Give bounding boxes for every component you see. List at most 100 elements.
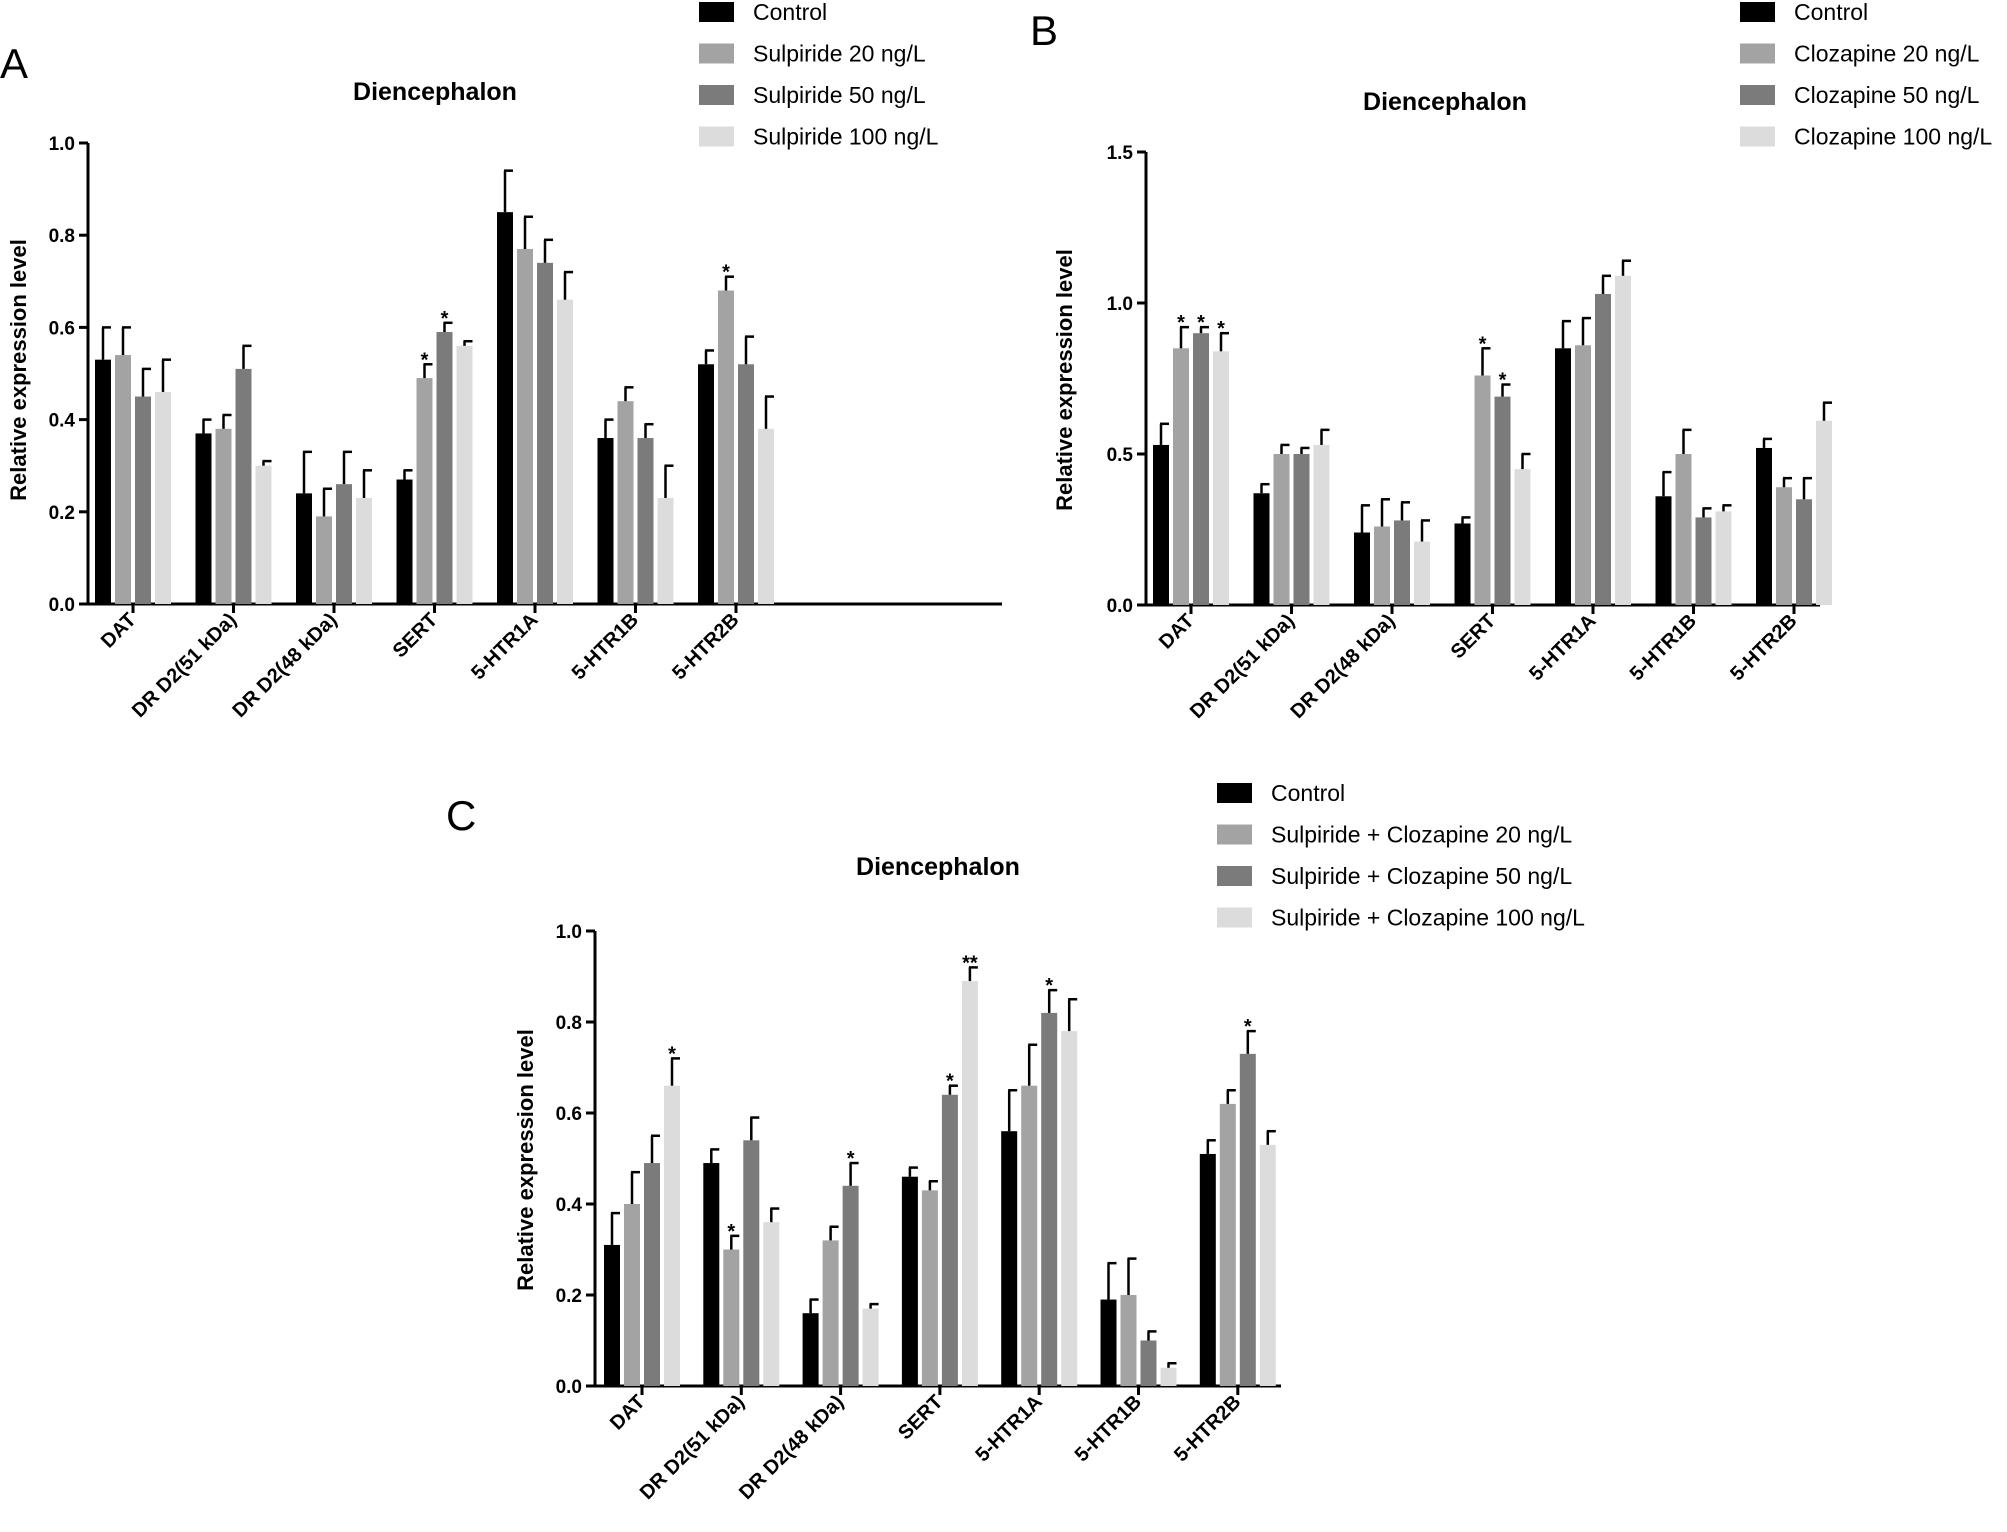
bar xyxy=(1199,1153,1216,1386)
legend-swatch xyxy=(1740,85,1775,105)
bar xyxy=(1313,444,1330,605)
bar xyxy=(718,290,734,604)
bar xyxy=(336,484,352,604)
bar xyxy=(1756,447,1772,605)
x-tick-label: 5-HTR2B xyxy=(1726,610,1801,685)
bar xyxy=(961,981,978,1386)
bar xyxy=(738,364,754,604)
bar xyxy=(1041,1012,1058,1386)
chart-title: Diencephalon xyxy=(856,853,1020,881)
bar xyxy=(822,1240,839,1386)
bar xyxy=(255,465,272,604)
bar xyxy=(1239,1053,1256,1386)
bar xyxy=(1253,493,1270,605)
bar xyxy=(316,516,332,604)
x-tick-label: 5-HTR1B xyxy=(1626,610,1701,685)
bar xyxy=(644,1163,660,1386)
bar xyxy=(604,1244,620,1386)
legend-label: Clozapine 50 ng/L xyxy=(1794,82,1980,108)
bar xyxy=(698,364,714,604)
bar xyxy=(1474,375,1491,605)
legend-label: Sulpiride 20 ng/L xyxy=(753,41,926,67)
x-tick-label: DR D2(48 kDa) xyxy=(229,609,342,722)
x-tick-label: SERT xyxy=(894,1391,947,1444)
panel-letter: B xyxy=(1030,7,1058,54)
bar xyxy=(1061,1031,1078,1386)
bar xyxy=(1100,1299,1117,1386)
bar xyxy=(743,1140,760,1386)
significance-label: * xyxy=(727,1221,735,1243)
legend: Control Clozapine 20 ng/L Clozapine 50 ng/… xyxy=(1740,0,1992,150)
x-tick-label: SERT xyxy=(1447,610,1500,663)
bar xyxy=(1715,511,1732,605)
x-tick-label: DR D2(51 kDa) xyxy=(636,1391,749,1504)
bar xyxy=(215,428,232,604)
legend-label: Control xyxy=(753,0,827,25)
x-tick-label: DR D2(51 kDa) xyxy=(128,609,241,722)
bar xyxy=(1153,444,1169,605)
bar xyxy=(95,359,111,604)
bar xyxy=(517,249,533,604)
x-tick-label: 5-HTR1A xyxy=(971,1391,1046,1466)
legend-label: Clozapine 100 ng/L xyxy=(1794,124,1992,150)
significance-label: * xyxy=(847,1148,855,1170)
bar xyxy=(456,345,473,604)
bar xyxy=(664,1085,680,1386)
bar xyxy=(703,1163,720,1386)
bar xyxy=(1394,520,1410,605)
x-tick-label: 5-HTR1A xyxy=(1525,610,1600,685)
y-tick-label: 0.8 xyxy=(49,226,75,247)
legend-swatch xyxy=(1740,2,1775,22)
bar xyxy=(1140,1340,1157,1386)
y-tick-label: 0.4 xyxy=(49,411,76,432)
significance-label: * xyxy=(441,308,449,330)
y-tick-label: 0.0 xyxy=(49,595,75,616)
y-axis-label: Relative expression level xyxy=(6,239,31,501)
y-tick-label: 1.0 xyxy=(49,134,75,155)
bar xyxy=(155,391,171,604)
panel-letter: C xyxy=(446,792,476,839)
bar xyxy=(1454,523,1471,605)
bar xyxy=(396,479,413,604)
bar xyxy=(1374,526,1390,605)
x-tick-label: DR D2(51 kDa) xyxy=(1186,610,1299,723)
y-axis-label: Relative expression level xyxy=(513,1029,538,1291)
bar xyxy=(1595,293,1611,605)
y-tick-label: 1.5 xyxy=(1107,143,1134,164)
x-tick-label: DR D2(48 kDa) xyxy=(735,1391,848,1504)
significance-label: * xyxy=(1197,312,1205,334)
bar xyxy=(1021,1085,1038,1386)
legend-swatch xyxy=(699,126,734,147)
bar xyxy=(1293,454,1310,605)
legend-label: Control xyxy=(1271,780,1345,806)
y-tick-label: 0.5 xyxy=(1107,445,1134,466)
x-tick-label: 5-HTR1A xyxy=(467,609,542,684)
legend-label: Sulpiride 100 ng/L xyxy=(753,124,939,150)
significance-label: * xyxy=(1244,1016,1252,1038)
bar xyxy=(657,497,674,604)
legend-swatch xyxy=(699,85,734,105)
chart-panel-c: C Diencephalon Relative expression level 0.… xyxy=(446,780,1585,1504)
chart-title: Diencephalon xyxy=(353,78,517,106)
bar xyxy=(1273,454,1290,605)
bar xyxy=(723,1249,740,1386)
legend-label: Control xyxy=(1794,0,1868,25)
significance-label: * xyxy=(1177,312,1185,334)
significance-label: ** xyxy=(962,952,978,974)
bar xyxy=(356,497,372,604)
y-tick-label: 0.0 xyxy=(1107,596,1133,617)
bar xyxy=(1575,345,1591,605)
legend-swatch xyxy=(699,2,734,22)
legend-label: Clozapine 20 ng/L xyxy=(1794,41,1980,67)
significance-label: * xyxy=(722,262,730,284)
y-tick-label: 1.0 xyxy=(556,922,582,943)
bar xyxy=(1213,351,1229,605)
significance-label: * xyxy=(1217,318,1225,340)
legend-swatch xyxy=(1217,907,1252,928)
bar xyxy=(597,438,614,604)
legend-swatch xyxy=(1217,824,1252,845)
bar xyxy=(1219,1103,1236,1386)
bar xyxy=(862,1308,879,1386)
bar xyxy=(1776,487,1792,605)
legend: Control Sulpiride 20 ng/L Sulpiride 50 ng/… xyxy=(699,0,939,150)
